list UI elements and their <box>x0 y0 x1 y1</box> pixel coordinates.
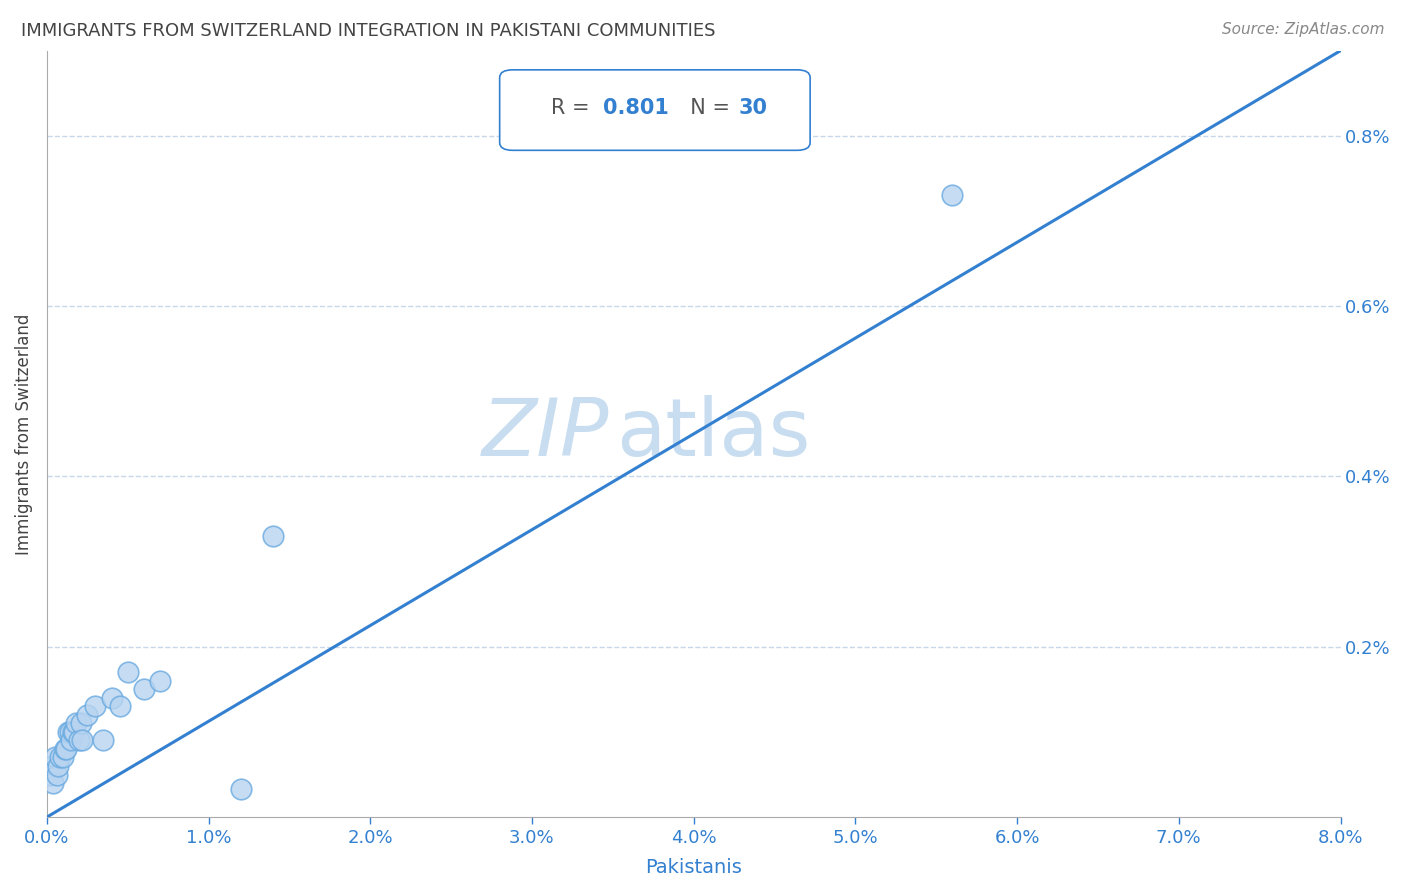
Point <box>63 725 86 739</box>
Point <box>56 725 79 739</box>
Point <box>41 759 63 773</box>
Point <box>58 725 80 739</box>
Point <box>93 733 115 747</box>
Point <box>55 742 77 756</box>
Point <box>44 750 66 764</box>
Point <box>39 767 62 781</box>
Point <box>76 707 98 722</box>
Point <box>108 699 131 714</box>
Point <box>46 759 69 773</box>
Point <box>100 690 122 705</box>
Text: N =: N = <box>676 98 737 118</box>
Point <box>52 750 75 764</box>
Point <box>60 733 83 747</box>
Text: Source: ZipAtlas.com: Source: ZipAtlas.com <box>1222 22 1385 37</box>
Point <box>62 725 84 739</box>
Point <box>70 716 93 731</box>
Text: 0.801: 0.801 <box>603 98 669 118</box>
Point <box>132 682 155 697</box>
Point <box>262 529 284 543</box>
Point <box>229 782 252 797</box>
Point <box>117 665 139 680</box>
Point <box>149 673 172 688</box>
X-axis label: Pakistanis: Pakistanis <box>645 858 742 877</box>
Point <box>53 742 76 756</box>
Point <box>67 733 90 747</box>
Point <box>49 750 72 764</box>
Text: R =: R = <box>551 98 596 118</box>
Text: ZIP: ZIP <box>482 395 610 473</box>
Text: 30: 30 <box>740 98 768 118</box>
Point <box>42 776 65 790</box>
Point <box>45 767 67 781</box>
FancyBboxPatch shape <box>499 70 810 151</box>
Text: atlas: atlas <box>616 395 810 473</box>
Point <box>72 733 94 747</box>
Point <box>941 188 963 202</box>
Text: IMMIGRANTS FROM SWITZERLAND INTEGRATION IN PAKISTANI COMMUNITIES: IMMIGRANTS FROM SWITZERLAND INTEGRATION … <box>21 22 716 40</box>
Y-axis label: Immigrants from Switzerland: Immigrants from Switzerland <box>15 313 32 555</box>
Point <box>65 716 87 731</box>
Point <box>84 699 107 714</box>
